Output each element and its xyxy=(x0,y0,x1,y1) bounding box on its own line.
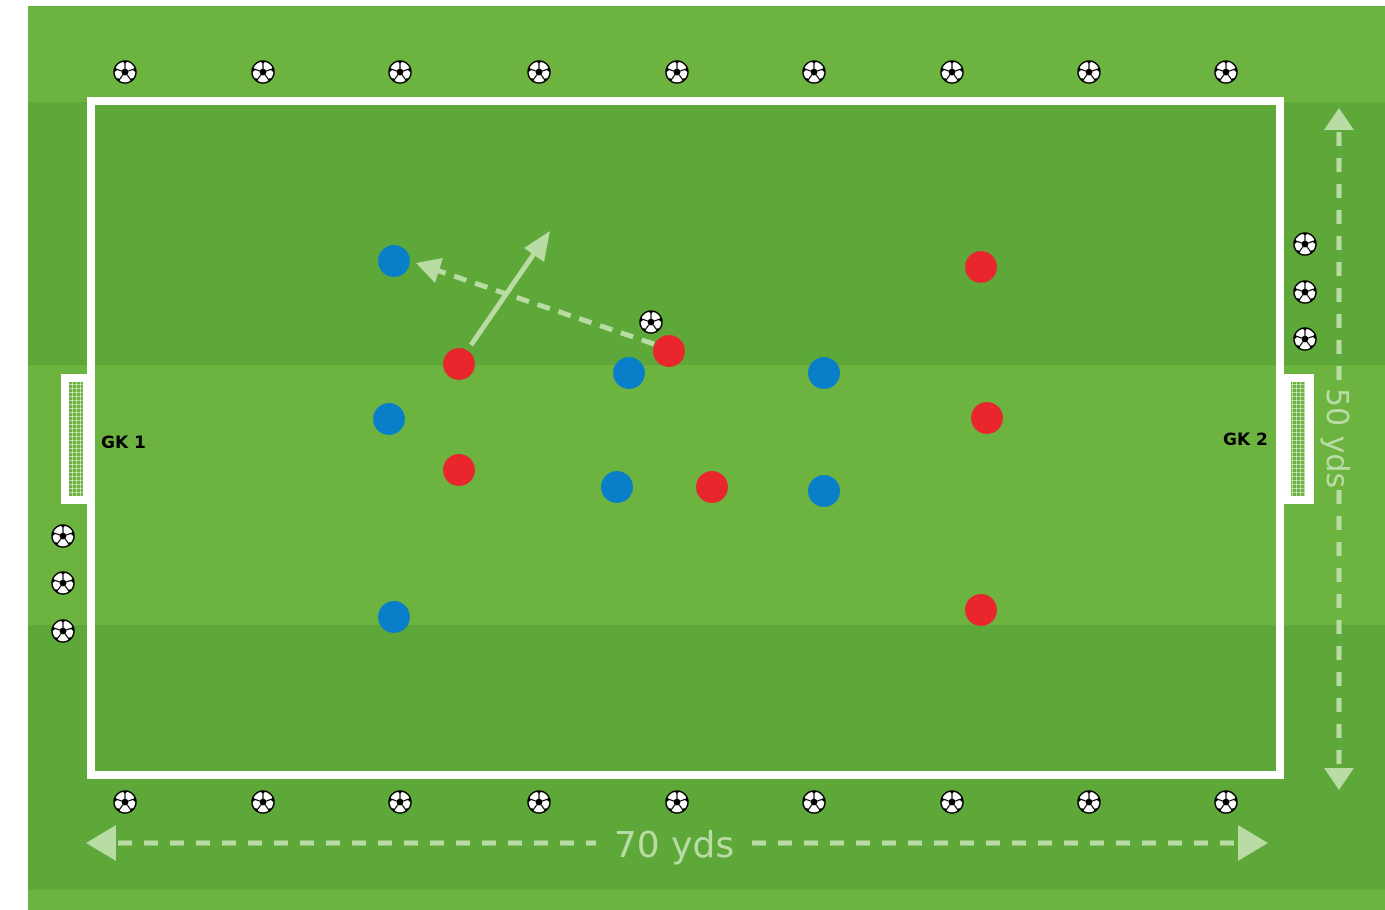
soccer-ball-icon xyxy=(802,60,826,84)
ball-stack-left xyxy=(51,524,75,643)
goal-right xyxy=(1284,374,1314,504)
grass-stripe-upper xyxy=(28,102,1385,365)
soccer-ball-icon xyxy=(1293,327,1317,351)
player-blue xyxy=(378,245,410,277)
soccer-ball-icon xyxy=(527,60,551,84)
soccer-ball-icon xyxy=(639,310,663,334)
soccer-ball-icon xyxy=(940,790,964,814)
player-blue xyxy=(613,357,645,389)
soccer-ball-icon xyxy=(1214,60,1238,84)
width-dimension-label: 70 yds xyxy=(614,825,734,866)
soccer-ball-icon xyxy=(802,790,826,814)
team-blue xyxy=(373,245,840,633)
soccer-ball-icon xyxy=(1214,790,1238,814)
soccer-ball-icon xyxy=(1077,60,1101,84)
soccer-ball-icon xyxy=(388,60,412,84)
player-red xyxy=(443,454,475,486)
soccer-ball-icon xyxy=(51,619,75,643)
soccer-ball-icon xyxy=(388,790,412,814)
soccer-ball-icon xyxy=(665,790,689,814)
ball-stack-right xyxy=(1293,232,1317,351)
height-dimension-label: 50 yds xyxy=(1319,388,1354,488)
goal-left xyxy=(61,374,91,504)
soccer-ball-icon xyxy=(251,790,275,814)
run-arrow-solid xyxy=(468,231,550,347)
player-red xyxy=(653,335,685,367)
player-red xyxy=(443,348,475,380)
soccer-ball-icon xyxy=(251,60,275,84)
soccer-ball-icon xyxy=(51,524,75,548)
soccer-ball-icon xyxy=(1293,280,1317,304)
soccer-ball-icon xyxy=(1293,232,1317,256)
soccer-ball-icon xyxy=(51,571,75,595)
player-red xyxy=(696,471,728,503)
player-blue xyxy=(808,357,840,389)
player-blue xyxy=(808,475,840,507)
grass-stripe-lower xyxy=(28,625,1385,890)
soccer-ball-icon xyxy=(113,790,137,814)
player-blue xyxy=(601,471,633,503)
soccer-ball-icon xyxy=(940,60,964,84)
player-blue xyxy=(373,403,405,435)
team-red xyxy=(443,251,1003,626)
soccer-ball-icon xyxy=(113,60,137,84)
soccer-ball-icon xyxy=(665,60,689,84)
goalkeeper-label-1: GK 1 xyxy=(101,433,146,453)
height-dimension: 50 yds xyxy=(1319,108,1354,790)
player-red xyxy=(965,251,997,283)
player-blue xyxy=(378,601,410,633)
soccer-ball-icon xyxy=(527,790,551,814)
pass-arrow-dashed xyxy=(416,258,655,347)
goalkeeper-label-2: GK 2 xyxy=(1223,430,1268,450)
width-dimension: 70 yds xyxy=(86,825,1268,866)
soccer-ball-icon xyxy=(1077,790,1101,814)
player-red xyxy=(971,402,1003,434)
player-red xyxy=(965,594,997,626)
